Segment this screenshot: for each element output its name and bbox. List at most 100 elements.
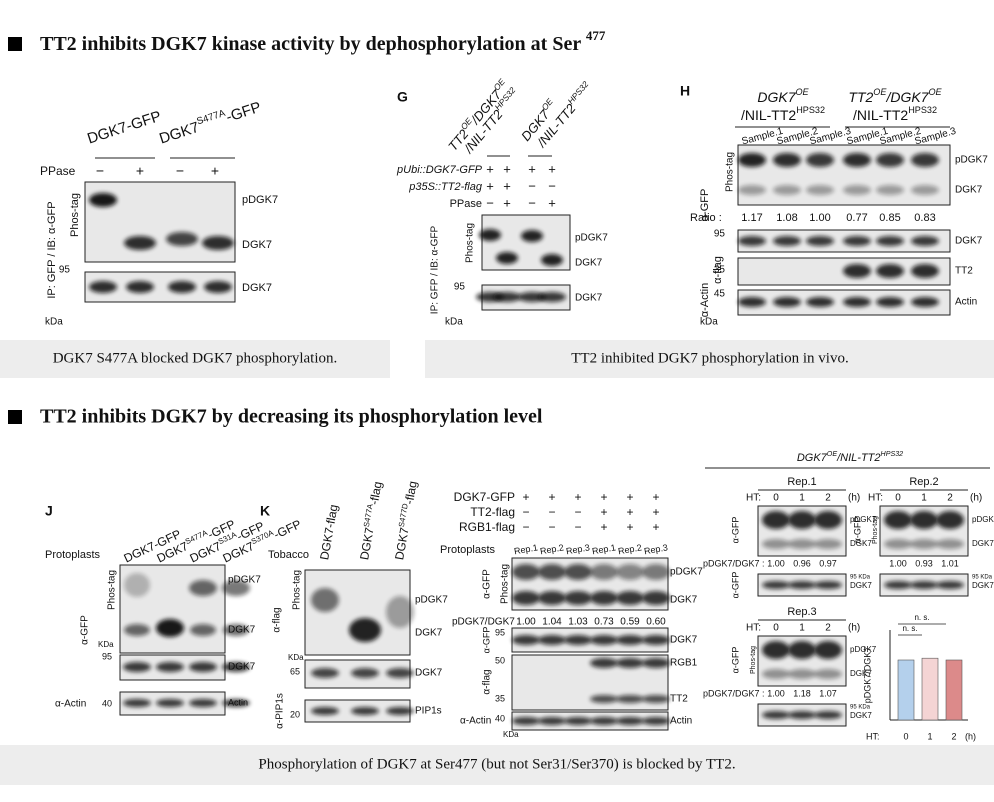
label: n. s. <box>902 624 917 633</box>
band <box>642 564 670 580</box>
label: IP: GFP / IB: α-GFP <box>46 201 58 298</box>
label: 1 <box>799 623 805 634</box>
band <box>642 658 670 668</box>
band <box>936 511 964 529</box>
label: pDGK7/DGK7 : <box>452 617 520 628</box>
band <box>123 699 151 707</box>
label: + <box>548 195 556 210</box>
label: PIP1s <box>415 706 442 717</box>
band <box>910 581 938 589</box>
label: + <box>503 178 511 193</box>
band <box>126 281 154 293</box>
label: pDGK7/DGK7 : <box>703 558 765 568</box>
label: Rep.3 <box>643 542 668 556</box>
band <box>876 264 904 278</box>
label: 0.97 <box>819 558 837 568</box>
label-part: OE <box>928 87 942 97</box>
band <box>512 717 540 725</box>
label: (h) <box>970 493 982 504</box>
band <box>762 669 790 679</box>
band <box>156 619 184 637</box>
band <box>738 185 766 195</box>
band <box>642 717 670 725</box>
band <box>351 668 379 678</box>
band <box>788 539 816 549</box>
label: 95 <box>102 651 112 661</box>
label: DGK7S477D-flag <box>391 480 420 561</box>
label: − <box>548 520 555 534</box>
band <box>223 624 249 636</box>
label: (h) <box>965 731 976 741</box>
label: pDGK7 <box>670 567 703 578</box>
label: 95 <box>714 229 726 240</box>
label: 95 KDa <box>972 575 993 581</box>
label: 0 <box>895 493 901 504</box>
label: DGK7 <box>670 635 698 646</box>
label: Rep.1 <box>591 542 616 556</box>
band <box>814 511 842 529</box>
label: Phos-tag <box>872 516 879 544</box>
band <box>843 236 871 246</box>
label: DGK7OE <box>757 87 809 104</box>
band <box>521 230 543 242</box>
panel-label: H <box>680 83 690 99</box>
label: 50 <box>495 655 505 665</box>
label: Tobacco <box>268 549 309 561</box>
label: TT2 <box>955 266 973 277</box>
band <box>512 564 540 580</box>
label: α-GFP <box>482 569 493 599</box>
label: DGK7 <box>955 236 983 247</box>
label: Phos-tag <box>69 193 81 237</box>
band <box>911 236 939 246</box>
band <box>541 254 563 266</box>
label: pDGK7 <box>850 645 877 654</box>
label-part: OE <box>873 87 887 97</box>
band <box>762 539 790 549</box>
label: DGK7 <box>228 662 256 673</box>
label: Phos-tag <box>725 152 736 192</box>
label: 95 KDa <box>850 705 871 711</box>
band <box>124 236 156 250</box>
band <box>773 236 801 246</box>
label: − <box>574 505 581 519</box>
band <box>814 711 842 719</box>
label: DGK7 <box>972 539 994 548</box>
band <box>884 511 912 529</box>
label: α-flag <box>272 607 283 632</box>
band <box>738 297 766 307</box>
label: − <box>522 520 529 534</box>
label: DGK7 <box>850 539 872 548</box>
label: p35S::TT2-flag <box>408 181 483 193</box>
label: 1.07 <box>819 688 837 698</box>
label: α-GFP <box>730 572 740 599</box>
band <box>616 717 644 725</box>
label: 0.59 <box>620 617 640 628</box>
label: 1.00 <box>889 558 907 568</box>
label: + <box>503 161 511 176</box>
band <box>762 641 790 659</box>
band <box>806 236 834 246</box>
caption-box <box>425 340 994 378</box>
band <box>538 292 566 302</box>
label-part: S477A <box>361 502 374 527</box>
label: (h) <box>848 493 860 504</box>
bar <box>945 659 963 721</box>
blot <box>737 144 951 206</box>
label-part: /NIL-TT2 <box>741 107 796 123</box>
band <box>788 511 816 529</box>
label: Rep.2 <box>909 476 938 488</box>
band <box>590 591 618 605</box>
label: HT: <box>868 493 883 504</box>
label: 40 <box>495 713 505 723</box>
label: α-flag <box>482 669 493 694</box>
band <box>564 564 592 580</box>
caption: DGK7 S477A blocked DGK7 phosphorylation. <box>53 350 338 366</box>
band <box>123 662 151 672</box>
label-part: HPS32 <box>566 79 591 106</box>
label: − <box>548 505 555 519</box>
label: 0.77 <box>846 212 867 224</box>
label: α-flag <box>712 256 724 284</box>
band <box>936 539 964 549</box>
label: DGK7 <box>228 625 256 636</box>
band <box>512 635 540 645</box>
